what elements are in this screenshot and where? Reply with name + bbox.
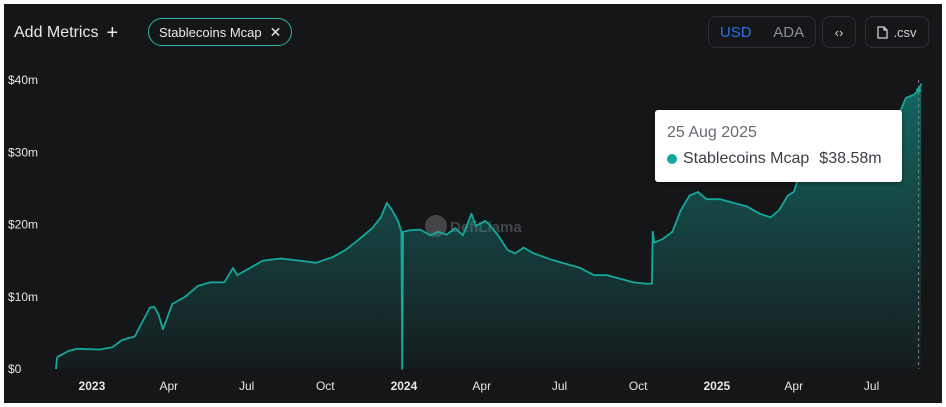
- currency-toggle: USD ADA: [708, 16, 816, 48]
- metric-chip-label: Stablecoins Mcap: [159, 24, 262, 40]
- tooltip-row: Stablecoins Mcap $38.58m: [667, 150, 882, 168]
- x-tick-label: 2024: [391, 379, 418, 393]
- y-tick-label: $20m: [8, 218, 38, 232]
- series-line[interactable]: [55, 83, 923, 370]
- x-axis: 2023 Apr Jul Oct 2024 Apr Jul Oct 2025 Apr Jul: [79, 379, 880, 393]
- code-icon: ‹›: [834, 24, 844, 40]
- csv-download-button[interactable]: .csv: [865, 16, 929, 48]
- series-dot-icon: [667, 154, 677, 164]
- currency-option-usd[interactable]: USD: [719, 23, 752, 41]
- x-tick-label: Jul: [552, 379, 567, 393]
- csv-label: .csv: [893, 24, 917, 40]
- tooltip-date: 25 Aug 2025: [667, 124, 757, 141]
- tooltip-value: $38.58m: [819, 150, 882, 167]
- currency-option-ada[interactable]: ADA: [773, 23, 805, 41]
- close-icon[interactable]: ✕: [269, 23, 282, 40]
- toolbar: Add Metrics + Stablecoins Mcap ✕ USD ADA…: [4, 4, 942, 60]
- y-tick-label: $30m: [8, 145, 38, 159]
- add-metrics-label: Add Metrics: [14, 24, 99, 41]
- plus-icon: +: [106, 22, 119, 44]
- plot-area: [55, 80, 923, 370]
- y-tick-label: $40m: [8, 73, 38, 87]
- x-tick-label: Oct: [629, 379, 648, 393]
- x-tick-label: Apr: [160, 379, 179, 393]
- file-icon: [877, 25, 889, 39]
- hover-point: [916, 87, 922, 93]
- x-tick-label: Jul: [864, 379, 879, 393]
- chart-frame: Add Metrics + Stablecoins Mcap ✕ USD ADA…: [4, 4, 942, 403]
- metric-chip[interactable]: Stablecoins Mcap ✕: [148, 18, 293, 46]
- x-tick-label: Apr: [472, 379, 491, 393]
- add-metrics-button[interactable]: Add Metrics +: [10, 18, 128, 48]
- tooltip: 25 Aug 2025 Stablecoins Mcap $38.58m: [655, 110, 902, 182]
- tooltip-series: Stablecoins Mcap: [683, 150, 810, 167]
- x-tick-label: 2025: [703, 379, 730, 393]
- x-tick-label: Apr: [784, 379, 803, 393]
- chart-svg[interactable]: DefiLlama $0$10m$20m$30m$40m 2023AprJulO…: [4, 60, 942, 403]
- embed-button[interactable]: ‹›: [822, 16, 856, 48]
- y-axis: $0 $10m $20m $30m $40m: [8, 73, 38, 376]
- x-tick-label: Jul: [239, 379, 254, 393]
- x-tick-label: 2023: [79, 379, 106, 393]
- series-area: [56, 83, 922, 369]
- y-tick-label: $0: [8, 362, 22, 376]
- y-tick-label: $10m: [8, 290, 38, 304]
- x-tick-label: Oct: [316, 379, 335, 393]
